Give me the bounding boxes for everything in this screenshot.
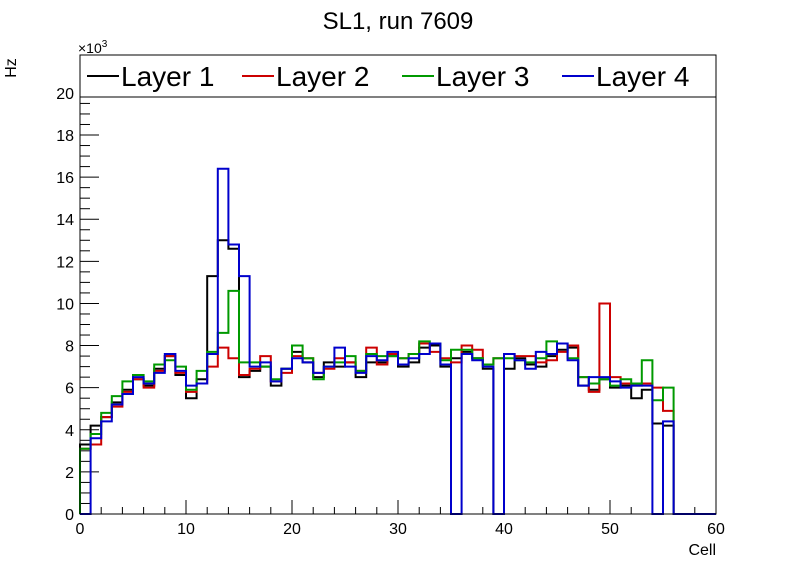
series-line-layer-2 bbox=[79, 302, 716, 515]
y-tick-label: 2 bbox=[65, 465, 74, 482]
y-tick-label: 10 bbox=[56, 296, 74, 313]
y-multiplier-base: ×10 bbox=[78, 40, 102, 56]
y-tick-label: 14 bbox=[56, 212, 74, 229]
legend-label-layer-2: Layer 2 bbox=[276, 61, 369, 92]
x-tick-label: 60 bbox=[707, 521, 725, 538]
y-tick-label: 12 bbox=[56, 254, 74, 271]
y-tick-label: 20 bbox=[56, 86, 74, 103]
x-tick-label: 0 bbox=[76, 521, 85, 538]
series-group bbox=[79, 167, 716, 515]
chart-title: SL1, run 7609 bbox=[323, 8, 474, 35]
y-axis-multiplier: ×103 bbox=[78, 39, 108, 56]
legend-label-layer-1: Layer 1 bbox=[121, 61, 214, 92]
y-tick-label: 6 bbox=[65, 381, 74, 398]
y-tick-label: 8 bbox=[65, 339, 74, 356]
y-tick-label: 18 bbox=[56, 128, 74, 145]
series-line-layer-4 bbox=[80, 167, 716, 515]
x-tick-label: 40 bbox=[495, 521, 513, 538]
x-tick-label: 20 bbox=[283, 521, 301, 538]
legend-label-layer-4: Layer 4 bbox=[596, 61, 689, 92]
y-tick-label: 4 bbox=[65, 423, 74, 440]
legend-box bbox=[79, 54, 717, 98]
x-axis-label: Cell bbox=[688, 542, 716, 559]
y-tick-label: 16 bbox=[56, 170, 74, 187]
y-tick-label: 0 bbox=[65, 507, 74, 524]
x-tick-label: 50 bbox=[601, 521, 619, 538]
x-tick-label: 30 bbox=[389, 521, 407, 538]
x-tick-label: 10 bbox=[177, 521, 195, 538]
x-axis-ticks: 0 10 20 30 40 50 60 bbox=[76, 500, 725, 538]
legend-label-layer-3: Layer 3 bbox=[436, 61, 529, 92]
y-axis-label: Hz bbox=[3, 58, 20, 78]
legend: Layer 1 Layer 2 Layer 3 Layer 4 bbox=[79, 54, 717, 98]
y-multiplier-exponent: 3 bbox=[102, 39, 108, 50]
